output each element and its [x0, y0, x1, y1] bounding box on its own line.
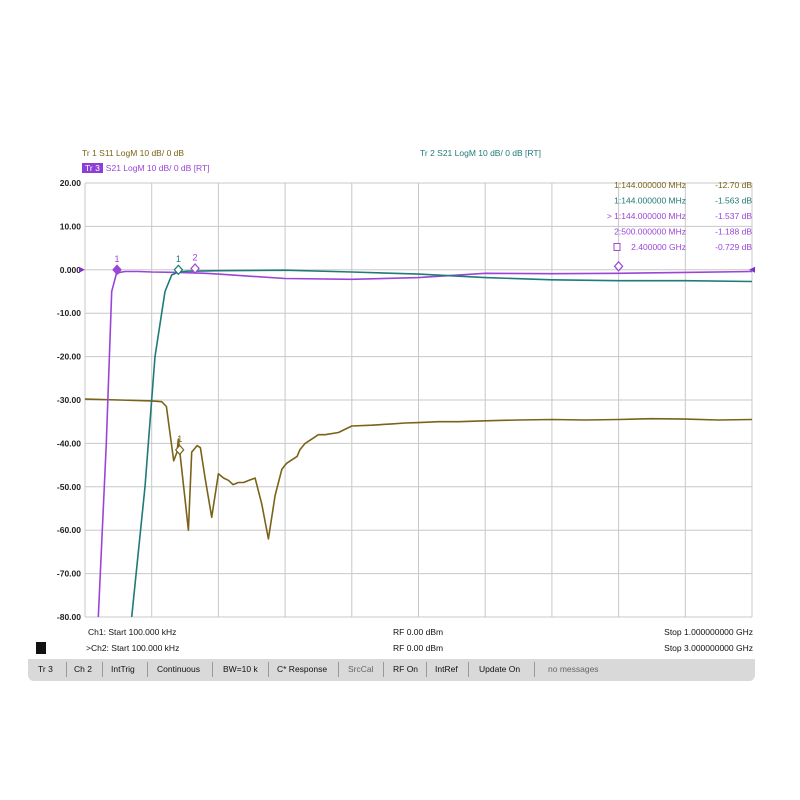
trace-1-label: Tr 1 S11 LogM 10 dB/ 0 dB [82, 148, 185, 158]
y-tick-label: -80.00 [57, 612, 81, 622]
status-messages: no messages [548, 664, 599, 674]
trace-3-box: Tr 3 [82, 163, 103, 173]
marker-readout-frequency: 1:144.000000 MHz [614, 180, 686, 190]
y-tick-label: 10.00 [60, 221, 82, 231]
ch2-stop: Stop 3.000000000 GHz [664, 643, 753, 653]
status-channel[interactable]: Ch 2 [74, 664, 92, 674]
reference-arrow-left[interactable] [79, 266, 85, 273]
y-tick-label: 0.000 [60, 265, 82, 275]
marker-point[interactable] [112, 264, 122, 276]
trace-2-label: Tr 2 S21 LogM 10 dB/ 0 dB [RT] [420, 148, 541, 158]
trace-3-label: S21 LogM 10 dB/ 0 dB [RT] [105, 163, 210, 173]
status-divider [212, 662, 213, 677]
marker-point[interactable] [173, 264, 184, 276]
y-tick-label: -20.00 [57, 352, 81, 362]
marker-label: 1 [176, 254, 181, 264]
trace-3-header[interactable]: Tr 3 S21 LogM 10 dB/ 0 dB [RT] [82, 163, 210, 173]
status-divider [534, 662, 535, 677]
sparameter-plot: 20.00 10.00 0.000 -10.00 -20.00 -30.00 -40.00 -… [57, 178, 755, 622]
marker-point[interactable] [190, 263, 200, 274]
status-rf[interactable]: RF On [393, 664, 419, 674]
marker-readout-value: -0.729 dB [715, 242, 752, 252]
status-divider [383, 662, 384, 677]
ch1-rf-power: RF 0.00 dBm [393, 627, 444, 637]
status-divider [338, 662, 339, 677]
status-divider [147, 662, 148, 677]
series-line-1 [85, 398, 752, 540]
ch2-rf-power: RF 0.00 dBm [393, 643, 444, 653]
trace-1-header[interactable]: Tr 1 S11 LogM 10 dB/ 0 dB [82, 148, 184, 158]
marker-readout-symbol [613, 243, 621, 251]
marker-label: 2 [193, 252, 198, 262]
marker-readout-value: -1.188 dB [715, 227, 752, 237]
status-correction[interactable]: C* Response [277, 664, 328, 674]
y-tick-label: -10.00 [57, 308, 81, 318]
ch1-start: Ch1: Start 100.000 kHz [88, 627, 177, 637]
y-tick-label: -30.00 [57, 395, 81, 405]
status-source-cal[interactable]: SrcCal [348, 664, 374, 674]
status-reference[interactable]: IntRef [435, 664, 458, 674]
marker-readout-frequency: 2:500.000000 MHz [614, 227, 686, 237]
ch1-stop: Stop 1.000000000 GHz [664, 627, 753, 637]
reference-arrow-right[interactable] [749, 266, 755, 273]
status-divider [468, 662, 469, 677]
status-divider [426, 662, 427, 677]
status-sweep-mode[interactable]: Continuous [157, 664, 201, 674]
y-tick-label: -60.00 [57, 525, 81, 535]
marker-readout-frequency: 1:144.000000 MHz [614, 196, 686, 206]
series-line-2 [97, 270, 752, 617]
y-tick-label: -50.00 [57, 482, 81, 492]
trace-2-header[interactable]: Tr 2 S21 LogM 10 dB/ 0 dB [RT] [420, 148, 541, 158]
y-tick-label: -40.00 [57, 438, 81, 448]
marker-readout-value: -1.537 dB [715, 211, 752, 221]
marker-readout-frequency: > 1:144.000000 MHz [607, 211, 686, 221]
status-divider [268, 662, 269, 677]
status-bandwidth[interactable]: BW=10 k [223, 664, 258, 674]
status-bar: Tr 3 Ch 2 IntTrig Continuous BW=10 k C* … [28, 659, 755, 681]
marker-readout-value: -12.70 dB [715, 180, 752, 190]
active-channel-indicator [36, 642, 46, 654]
status-divider [102, 662, 103, 677]
marker-point[interactable] [174, 444, 185, 456]
marker-readout-value: -1.563 dB [715, 196, 752, 206]
series-line-3 [130, 269, 752, 617]
marker-point[interactable] [613, 260, 624, 272]
y-tick-label: 20.00 [60, 178, 82, 188]
analyzer-screen: Tr 1 S11 LogM 10 dB/ 0 dB Tr 2 S21 LogM … [28, 142, 755, 684]
marker-label: 1 [115, 254, 120, 264]
status-trigger[interactable]: IntTrig [111, 664, 135, 674]
status-trace[interactable]: Tr 3 [38, 664, 53, 674]
marker-readout-frequency: 2.400000 GHz [631, 242, 686, 252]
status-update[interactable]: Update On [479, 664, 521, 674]
status-divider [66, 662, 67, 677]
y-tick-label: -70.00 [57, 569, 81, 579]
ch2-start: >Ch2: Start 100.000 kHz [86, 643, 180, 653]
marker-label: 1 [177, 434, 182, 444]
